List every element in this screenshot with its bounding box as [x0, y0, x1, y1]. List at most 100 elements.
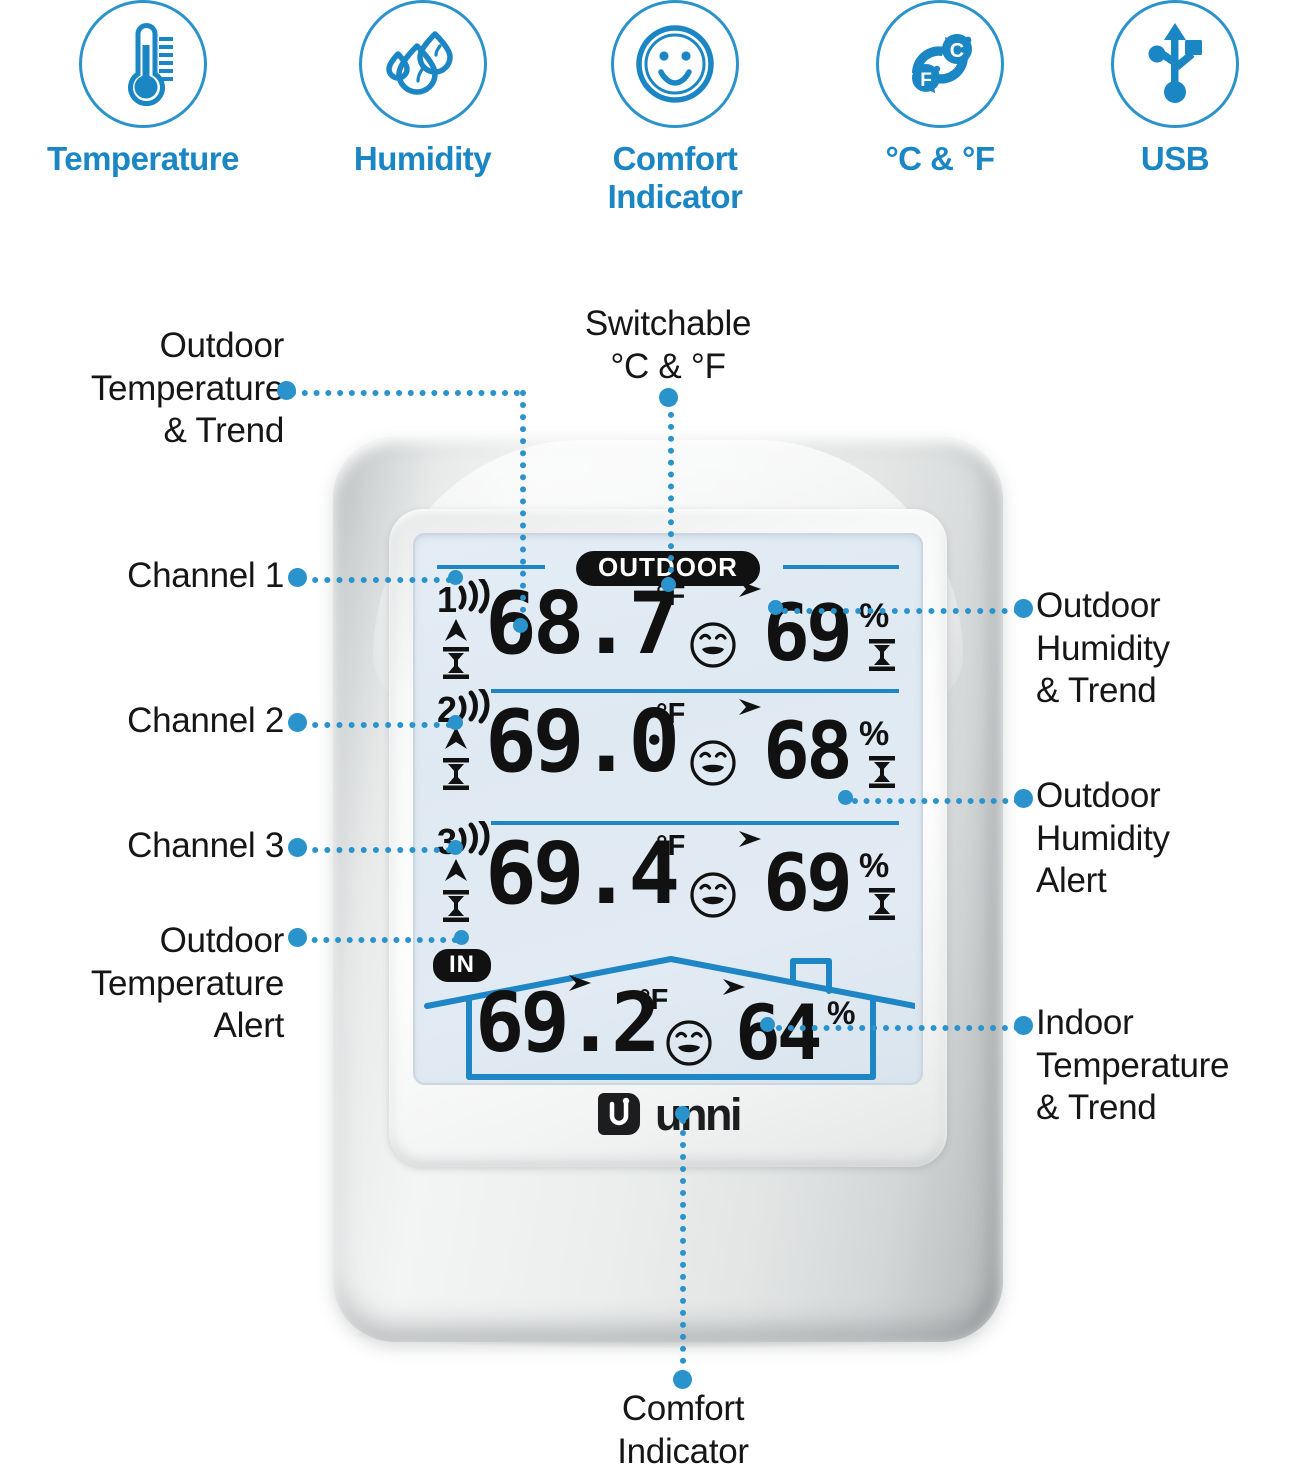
channel-3-humidity: 69	[763, 845, 853, 923]
temp-trend-up-icon-3	[442, 857, 470, 888]
channel-2-humidity-unit: %	[859, 715, 890, 753]
indoor-temperature: 69.2	[475, 983, 660, 1065]
leader-line	[300, 722, 452, 728]
channel-1-signal-icon: 1	[435, 576, 493, 626]
callout-dot-outdoor-humidity-alert	[1014, 789, 1033, 808]
feature-label: Temperature	[47, 140, 239, 177]
svg-text:1: 1	[437, 579, 457, 620]
callout-outdoor-temp-alert: Outdoor Temperature Alert	[90, 921, 284, 1046]
callout-endpoint-dot	[768, 600, 783, 615]
callout-outdoor-temp-trend: Outdoor Temperature & Trend	[90, 326, 284, 451]
channel-2-humidity: 68	[763, 713, 853, 791]
comfort-smiley-icon-3	[689, 871, 737, 924]
channel-2-temperature: 69.0	[485, 699, 680, 785]
divider-rail	[491, 821, 899, 825]
feature-temperature: Temperature	[18, 0, 268, 178]
temp-value: 69.0	[485, 692, 680, 792]
humidity-alert-hourglass-icon-1	[865, 638, 899, 677]
leader-line	[300, 937, 458, 943]
temp-alert-hourglass-icon-3	[439, 889, 473, 928]
feature-label: Humidity	[353, 140, 492, 177]
lcd-display: OUTDOOR 1	[413, 533, 923, 1085]
weather-station-device: OUTDOOR 1	[333, 437, 1003, 1348]
callout-endpoint-dot	[513, 618, 528, 633]
callout-dot-indoor-temp-trend	[1014, 1016, 1033, 1035]
callout-indoor-temp-trend: Indoor Temperature & Trend	[1036, 1003, 1230, 1128]
feature-usb: USB	[1075, 0, 1275, 178]
callout-endpoint-dot	[448, 715, 463, 730]
humidity-trend-steady-icon-1	[735, 577, 767, 606]
temp-trend-up-icon-1	[442, 617, 470, 648]
callout-comfort-indicator: Comfort Indicator	[617, 1389, 749, 1470]
feature-icon-circle: C F	[876, 0, 1004, 128]
celsius-fahrenheit-switch-icon: C F	[912, 34, 972, 93]
feature-label: USB	[1140, 140, 1210, 177]
callout-endpoint-dot	[838, 790, 853, 805]
indoor-humidity-trend-icon	[719, 975, 751, 1004]
leader-line	[290, 390, 520, 396]
unni-logo-mark-icon	[598, 1093, 641, 1135]
callout-channel-3: Channel 3	[127, 826, 284, 865]
temp-alert-hourglass-icon-2	[439, 757, 473, 796]
channel-2-temp-unit: °F	[656, 698, 686, 730]
feature-humidity: Humidity	[305, 0, 540, 178]
temp-value: 69.2	[475, 976, 660, 1071]
divider-rail-right	[783, 565, 899, 569]
callout-endpoint-dot	[675, 1106, 690, 1121]
humidity-value: 64	[735, 988, 822, 1077]
leader-line	[776, 1025, 1020, 1031]
channel-3-temp-unit: °F	[656, 830, 686, 862]
callout-endpoint-dot	[760, 1017, 775, 1032]
indoor-temp-trend-icon	[565, 971, 597, 1000]
channel-row-2: 2	[413, 683, 923, 815]
feature-icon-circle	[1111, 0, 1239, 128]
humidity-value: 69	[763, 839, 853, 929]
indoor-badge: IN	[433, 949, 491, 983]
channel-3-humidity-unit: %	[859, 847, 890, 885]
humidity-droplets-icon	[385, 31, 453, 95]
leader-line	[300, 577, 452, 583]
humidity-trend-steady-icon-2	[735, 695, 767, 724]
divider-rail	[491, 689, 899, 693]
callout-endpoint-dot	[661, 577, 676, 592]
feature-label: °C & °F	[885, 140, 995, 177]
leader-line	[680, 1118, 686, 1376]
leader-line	[852, 798, 1020, 804]
feature-strip: Temperature Humidity	[0, 0, 1293, 240]
comfort-smiley-icon-1	[689, 621, 737, 674]
usb-icon	[1148, 23, 1202, 103]
humidity-trend-steady-icon-3	[735, 827, 767, 856]
house-outline-icon	[421, 953, 918, 1085]
indoor-comfort-smiley-icon	[665, 1019, 713, 1072]
feature-label: Comfort Indicator	[607, 140, 743, 215]
leader-line	[520, 390, 526, 625]
callout-endpoint-dot	[448, 840, 463, 855]
callout-channel-2: Channel 2	[127, 701, 284, 740]
callout-dot-outdoor-humidity-trend	[1014, 599, 1033, 618]
temp-value: 69.4	[485, 824, 680, 924]
smiley-comfort-icon	[636, 25, 714, 103]
feature-icon-circle	[79, 0, 207, 128]
channel-3-temperature: 69.4	[485, 831, 680, 917]
leader-line	[300, 847, 452, 853]
svg-text:C: C	[950, 40, 964, 62]
callout-switchable-units: Switchable °C & °F	[584, 304, 752, 386]
indoor-humidity-unit: %	[827, 995, 856, 1031]
indoor-row: IN	[413, 947, 923, 1085]
svg-text:F: F	[920, 70, 932, 91]
indoor-temp-unit: °F	[639, 984, 669, 1016]
brand-logo: unni	[596, 1091, 742, 1137]
thermometer-icon	[128, 23, 173, 106]
callout-channel-1: Channel 1	[127, 556, 284, 595]
callout-endpoint-dot	[454, 930, 469, 945]
divider-rail-left	[437, 565, 545, 569]
humidity-alert-hourglass-icon-2	[865, 755, 899, 794]
channel-1-humidity-unit: %	[859, 597, 890, 635]
callout-outdoor-humidity-trend: Outdoor Humidity & Trend	[1036, 586, 1170, 711]
feature-icon-circle	[358, 0, 487, 128]
humidity-alert-hourglass-icon-3	[865, 887, 899, 926]
comfort-smiley-icon-2	[689, 739, 737, 792]
leader-line	[782, 608, 1020, 614]
callout-outdoor-humidity-alert: Outdoor Humidity Alert	[1036, 776, 1170, 901]
humidity-value: 68	[763, 707, 853, 797]
